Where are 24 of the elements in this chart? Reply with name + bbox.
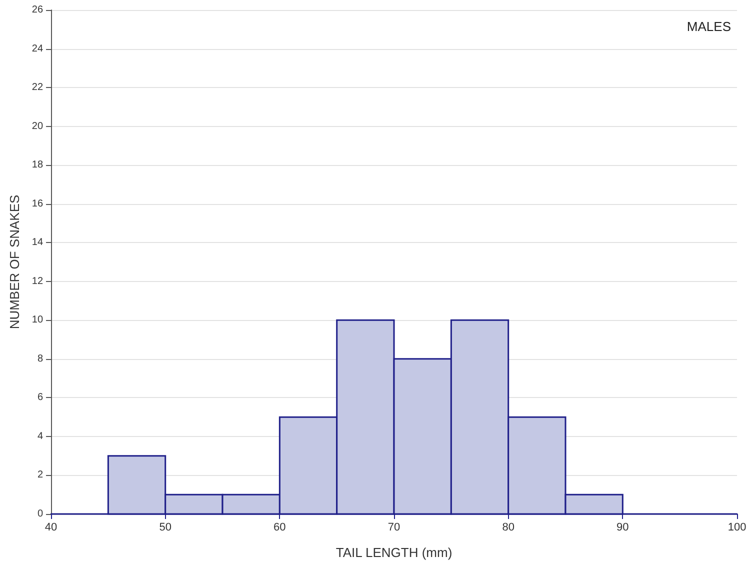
y-tick-label: 24 <box>32 43 44 54</box>
y-tick-label: 20 <box>32 120 44 132</box>
x-tick-label: 50 <box>159 522 172 534</box>
y-tick-label: 6 <box>37 392 44 404</box>
y-tick-label: 26 <box>32 4 44 16</box>
y-tick-label: 22 <box>32 82 44 94</box>
y-tick-label: 10 <box>32 314 44 326</box>
y-tick-label: 14 <box>32 237 44 248</box>
x-tick-label: 70 <box>388 522 400 534</box>
y-axis-title: NUMBER OF SNAKES <box>7 194 22 330</box>
x-tick-label: 90 <box>616 522 629 534</box>
x-tick-label: 100 <box>728 522 746 534</box>
y-tick-label: 4 <box>37 430 44 442</box>
y-tick-label: 0 <box>37 508 44 520</box>
x-tick-label: 40 <box>44 522 58 534</box>
x-tick-label: 80 <box>502 522 514 534</box>
x-tick-label: 60 <box>274 522 286 534</box>
y-tick-label: 16 <box>32 198 44 210</box>
x-axis-title: TAIL LENGTH (mm) <box>336 545 452 560</box>
y-tick-label: 8 <box>37 353 44 364</box>
y-tick-label: 2 <box>37 470 44 481</box>
y-tick-label: 12 <box>32 276 44 287</box>
annotation: MALES <box>686 19 732 34</box>
y-tick-label: 18 <box>32 160 44 171</box>
